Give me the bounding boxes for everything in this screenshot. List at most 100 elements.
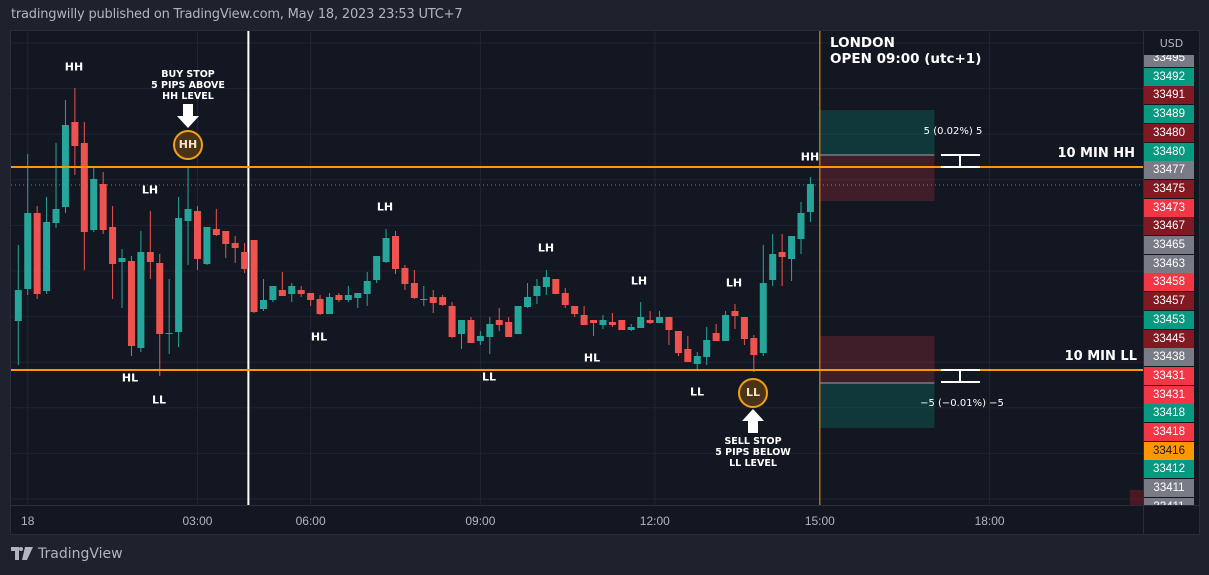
tradingview-logo[interactable]: TradingView	[11, 546, 123, 562]
candle	[448, 302, 456, 338]
price-label: 33411	[1144, 479, 1194, 498]
candle-body	[740, 317, 748, 339]
candle-body	[750, 338, 758, 355]
candle	[307, 293, 315, 306]
candle	[590, 320, 598, 336]
candle	[467, 317, 475, 343]
candle	[665, 317, 673, 345]
note-line: LL LEVEL	[729, 458, 777, 469]
candle-body	[392, 236, 399, 269]
candle-body	[212, 229, 220, 235]
swing-label: LL	[689, 385, 705, 399]
candle	[656, 311, 664, 323]
candle-body	[722, 315, 730, 341]
swing-label: LH	[725, 276, 743, 290]
candle-body	[618, 320, 626, 330]
candle-body	[806, 184, 814, 212]
note-line: SELL STOP	[724, 436, 782, 447]
candle-body	[656, 317, 664, 323]
candle	[278, 272, 286, 296]
candle	[420, 286, 428, 306]
candle	[203, 227, 211, 265]
candle	[505, 317, 513, 337]
buy-stop-note: BUY STOP 5 PIPS ABOVE HH LEVEL	[151, 69, 225, 102]
candle-body	[33, 213, 41, 294]
candle-body	[552, 279, 560, 294]
candle-body	[335, 295, 343, 300]
candle	[514, 306, 522, 334]
candle	[137, 231, 145, 352]
candle	[608, 313, 616, 327]
candle	[429, 290, 437, 313]
candle	[788, 236, 796, 281]
candle-body	[495, 320, 503, 325]
candle-body	[203, 227, 211, 264]
candle	[410, 270, 418, 299]
candle	[712, 324, 720, 341]
candle	[212, 209, 220, 236]
candle	[316, 295, 324, 315]
candle-body	[52, 209, 60, 223]
candle-body	[175, 218, 183, 332]
price-label: 33416	[1144, 441, 1194, 460]
candle-body	[646, 320, 654, 323]
candle	[33, 206, 41, 299]
level-label-ll: 10 MIN LL	[1064, 349, 1137, 364]
time-tick-label: 18	[21, 514, 35, 528]
plot-area	[11, 31, 1143, 505]
note-line: HH LEVEL	[162, 91, 214, 102]
swing-label: HL	[583, 351, 601, 365]
candle-body	[109, 227, 117, 264]
candle-body	[599, 320, 607, 325]
candle	[109, 206, 117, 299]
london-open-label: LONDON OPEN 09:00 (utc+1)	[830, 35, 981, 67]
candle-body	[590, 320, 598, 323]
candle-body	[524, 297, 532, 307]
candle	[646, 311, 654, 324]
candle-body	[627, 327, 635, 330]
candle	[222, 231, 230, 258]
candle-body	[241, 252, 249, 269]
candle	[127, 256, 135, 356]
candle	[552, 279, 560, 294]
candle	[382, 229, 390, 263]
candle-body	[712, 333, 720, 341]
candle-body	[514, 306, 522, 334]
candle-body	[297, 290, 305, 294]
candle-body	[222, 231, 230, 244]
candle	[392, 231, 399, 274]
candle-body	[693, 356, 701, 364]
candle-body	[382, 238, 390, 262]
price-label: 33489	[1144, 105, 1194, 124]
note-line: 5 PIPS BELOW	[715, 447, 791, 458]
candle	[580, 306, 588, 325]
candle	[43, 197, 51, 294]
candle-body	[759, 283, 767, 353]
candle	[571, 306, 579, 317]
candle	[14, 245, 22, 365]
swing-label: HH	[800, 150, 820, 164]
candle-body	[184, 209, 192, 221]
time-tick-label: 18:00	[974, 514, 1005, 528]
candle-body	[344, 295, 352, 300]
price-label: 33453	[1144, 310, 1194, 329]
candle-body	[165, 333, 173, 334]
price-axis[interactable]: 33495 33492 33491 33489 33480 33480 33477 33475…	[1144, 31, 1194, 505]
candle-body	[703, 340, 711, 357]
candle	[99, 172, 107, 234]
swing-label: HL	[310, 330, 328, 344]
candle-body	[43, 222, 51, 291]
candle	[71, 88, 79, 175]
price-label: 33475	[1144, 179, 1194, 198]
publish-header: tradingwilly published on TradingView.co…	[11, 7, 463, 22]
candle	[637, 302, 645, 328]
price-label: 33458	[1144, 273, 1194, 292]
candle-body	[118, 258, 126, 262]
time-tick-label: 12:00	[639, 514, 670, 528]
candle-body	[99, 184, 107, 230]
volume-marker	[1130, 490, 1143, 505]
candle-body	[778, 252, 786, 257]
candle	[325, 293, 333, 314]
candle-body	[684, 349, 692, 362]
